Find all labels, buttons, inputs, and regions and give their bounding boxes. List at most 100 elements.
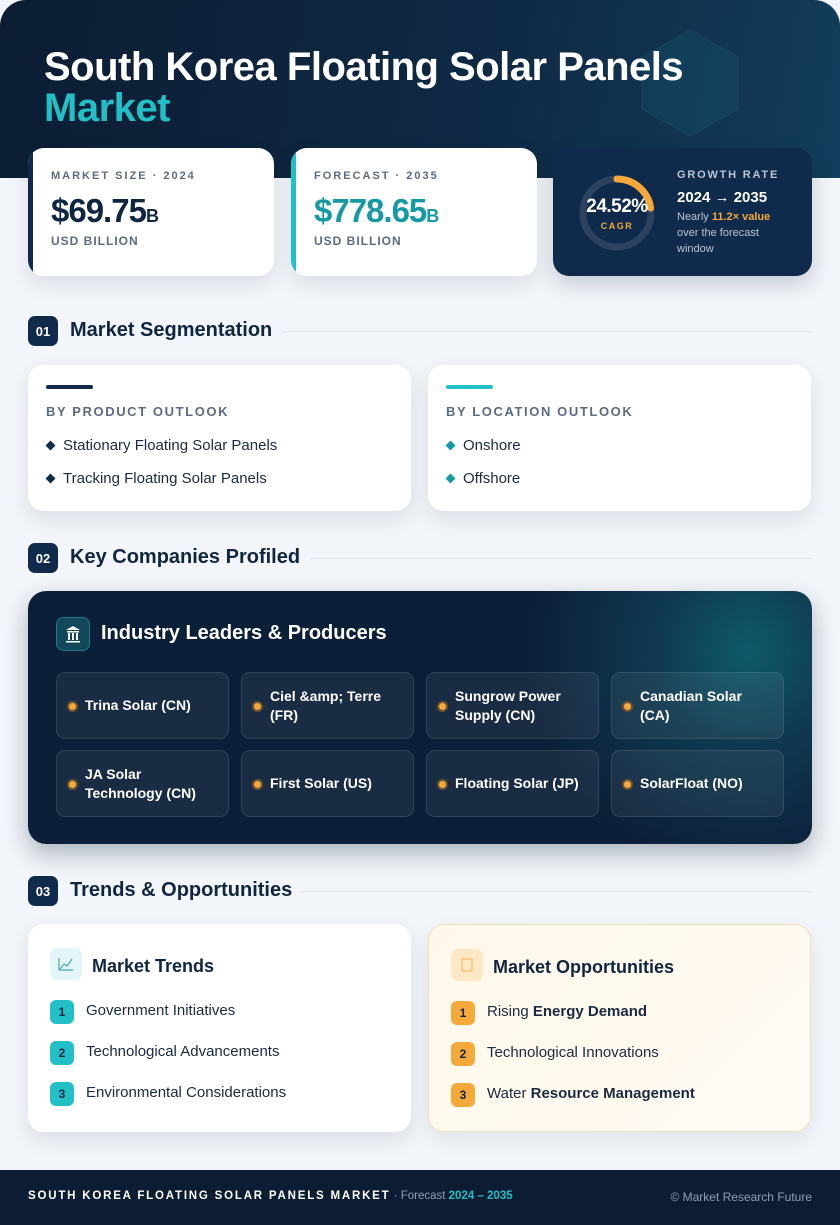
company-chip: Canadian Solar (CA) (611, 672, 784, 739)
stat-value-wrap: $778.65B (314, 192, 439, 230)
chip-dot (67, 701, 78, 712)
company-name: Canadian Solar (CA) (640, 687, 742, 723)
section-rule (310, 558, 812, 559)
item-number: 1 (451, 1001, 475, 1025)
segment-item: Offshore (463, 470, 521, 487)
company-name: Ciel &amp; Terre (FR) (270, 687, 381, 723)
growth-period: 2024 → 2035 (677, 189, 768, 206)
stat-label: MARKET SIZE · 2024 (51, 170, 196, 182)
opportunity-item: Water Resource Management (487, 1085, 695, 1102)
company-name: JA Solar Technology (CN) (85, 765, 196, 801)
section-title: Key Companies Profiled (70, 546, 301, 568)
item-text: Water (487, 1085, 527, 1102)
segment-item: Onshore (463, 437, 521, 454)
company-chip: SolarFloat (NO) (611, 750, 784, 817)
item-number: 1 (50, 1000, 74, 1024)
bullet (45, 440, 56, 451)
chip-dot (622, 701, 633, 712)
bullet (45, 473, 56, 484)
cagr-value: 24.52% (586, 196, 648, 217)
trend-item: Environmental Considerations (86, 1084, 287, 1101)
section-number: 02 (28, 543, 58, 573)
section-number: 03 (28, 876, 58, 906)
trends-card: Market Trends 1 Government Initiatives 2… (28, 924, 411, 1132)
growth-note: Nearly 11.2× value over the forecast win… (677, 209, 792, 257)
company-chip: Ciel &amp; Terre (FR) (241, 672, 414, 739)
hex-decoration (641, 29, 739, 137)
opportunity-icon (451, 949, 483, 981)
footer-left: SOUTH KOREA FLOATING SOLAR PANELS MARKET… (28, 1190, 513, 1202)
footer-title: SOUTH KOREA FLOATING SOLAR PANELS MARKET (28, 1190, 391, 1202)
note-suffix: over the forecast window (677, 227, 759, 255)
companies-panel: Industry Leaders & Producers Trina Solar… (28, 591, 812, 844)
note-prefix: Nearly (677, 211, 709, 223)
footer: SOUTH KOREA FLOATING SOLAR PANELS MARKET… (0, 1170, 840, 1225)
note-highlight: 11.2× value (711, 211, 771, 223)
card-title: Market Opportunities (493, 957, 675, 977)
segment-heading: BY LOCATION OUTLOOK (446, 404, 634, 419)
trend-item: Government Initiatives (86, 1002, 236, 1019)
card-accent (291, 148, 296, 276)
footer-copyright: © Market Research Future (670, 1190, 812, 1204)
cagr-ring (579, 175, 655, 251)
panel-title: Industry Leaders & Producers (101, 622, 387, 644)
card-accent (28, 148, 33, 276)
company-chip: Trina Solar (CN) (56, 672, 229, 739)
chip-dot (67, 779, 78, 790)
stat-sub: USD BILLION (51, 234, 139, 248)
building-icon (56, 617, 90, 651)
stat-unit: B (426, 206, 440, 226)
opportunity-item: Technological Innovations (487, 1044, 659, 1061)
opportunity-item: Rising Energy Demand (487, 1003, 647, 1020)
item-number: 3 (451, 1083, 475, 1107)
item-bold: Resource Management (530, 1085, 695, 1102)
bullet (445, 473, 456, 484)
footer-years: 2024 – 2035 (448, 1190, 513, 1202)
footer-forecast-label: · Forecast (393, 1190, 446, 1202)
growth-label: GROWTH RATE (677, 169, 780, 181)
growth-card: 24.52% CAGR GROWTH RATE 2024 → 2035 Near… (553, 148, 812, 276)
chip-dot (437, 701, 448, 712)
company-chip: JA Solar Technology (CN) (56, 750, 229, 817)
chip-dot (622, 779, 633, 790)
chip-dot (252, 701, 263, 712)
segment-heading: BY PRODUCT OUTLOOK (46, 404, 230, 419)
card-accent (446, 385, 493, 389)
card-title: Market Trends (92, 956, 215, 976)
stat-unit: B (145, 206, 159, 226)
item-bold: Energy Demand (532, 1003, 648, 1020)
stat-value-wrap: $69.75B (51, 192, 159, 230)
stat-label: FORECAST · 2035 (314, 170, 439, 182)
title-line1: South Korea Floating Solar Panels (44, 45, 684, 89)
forecast-card: FORECAST · 2035 $778.65B USD BILLION (291, 148, 537, 276)
bullet (445, 440, 456, 451)
location-card: BY LOCATION OUTLOOK Onshore Offshore (428, 365, 811, 511)
company-name: SolarFloat (NO) (640, 775, 743, 791)
company-chip: Floating Solar (JP) (426, 750, 599, 817)
company-name: First Solar (US) (270, 775, 372, 791)
item-number: 2 (451, 1042, 475, 1066)
company-chip: Sungrow Power Supply (CN) (426, 672, 599, 739)
chip-dot (252, 779, 263, 790)
item-text: Rising (487, 1003, 529, 1020)
section-title: Market Segmentation (70, 319, 273, 341)
section-number: 01 (28, 316, 58, 346)
segment-item: Tracking Floating Solar Panels (63, 470, 267, 487)
card-accent (46, 385, 93, 389)
item-number: 2 (50, 1041, 74, 1065)
segment-item: Stationary Floating Solar Panels (63, 437, 278, 454)
cagr-label: CAGR (600, 221, 634, 231)
section-rule (300, 891, 812, 892)
stat-value: $778.65 (314, 192, 427, 229)
chart-icon (50, 948, 82, 980)
opportunities-card: Market Opportunities 1 Rising Energy Dem… (428, 924, 811, 1132)
trend-item: Technological Advancements (86, 1043, 280, 1060)
company-name: Sungrow Power Supply (CN) (455, 687, 561, 723)
stat-value: $69.75 (51, 192, 147, 229)
market-size-card: MARKET SIZE · 2024 $69.75B USD BILLION (28, 148, 274, 276)
stat-sub: USD BILLION (314, 234, 402, 248)
chip-dot (437, 779, 448, 790)
company-name: Floating Solar (JP) (455, 775, 579, 791)
